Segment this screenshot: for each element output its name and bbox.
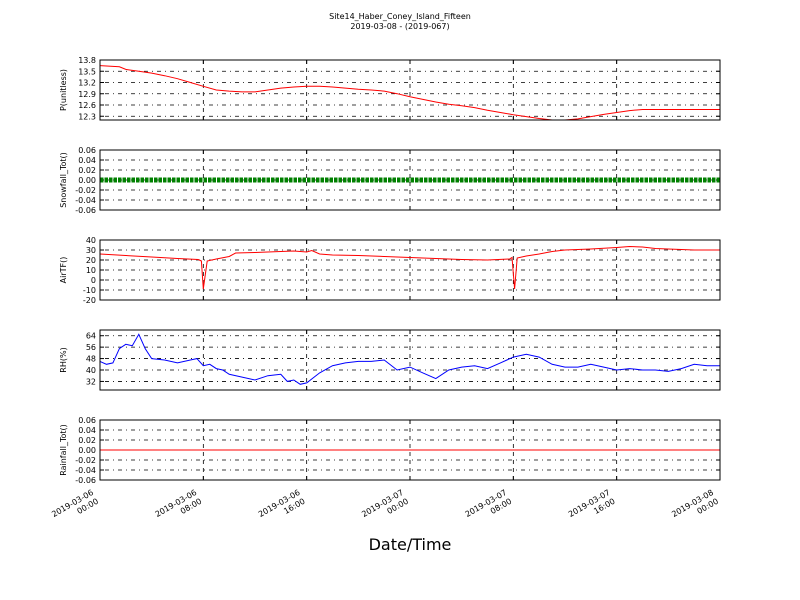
y-tick-label: 30: [86, 246, 96, 255]
y-tick-label: -0.06: [75, 476, 96, 485]
series-group: [100, 65, 720, 120]
y-tick-label: -0.06: [75, 206, 96, 215]
y-tick-label: 13.8: [78, 56, 96, 65]
y-tick-label: 40: [86, 236, 96, 245]
y-tick-label: 10: [86, 266, 96, 275]
y-tick-label: 20: [86, 256, 96, 265]
y-axis-label: Rainfall_Tot(): [59, 424, 68, 476]
y-axis-label: Snowfall_Tot(): [59, 152, 68, 208]
y-tick-label: 12.6: [78, 101, 96, 110]
x-axis-label: Date/Time: [369, 535, 452, 554]
chart-subtitle: 2019-03-08 - (2019-067): [350, 22, 449, 31]
panel-frame: [99, 239, 721, 301]
x-tick-label: 2019-03-0608:00: [154, 488, 204, 528]
x-tick-labels: 2019-03-0600:00 2019-03-0608:00 2019-03-06…: [50, 488, 720, 528]
y-tick-label: -0.02: [75, 186, 96, 195]
series-line: [100, 333, 720, 385]
y-tick-label: -0.04: [75, 466, 96, 475]
y-tick-label: 0.00: [78, 446, 96, 455]
y-axis-label: AirTF(): [59, 257, 68, 284]
y-tick-label: 0.06: [78, 416, 96, 425]
y-tick-label: 13.5: [78, 67, 96, 76]
y-tick-label: 48: [86, 355, 96, 364]
panel-1: 0.060.040.020.00-0.02-0.04-0.06 Snowfall_…: [59, 146, 721, 215]
panel-3: 64 56 48 40 32 RH(%): [59, 329, 721, 391]
y-tick-label: -10: [83, 286, 96, 295]
chart-title: Site14_Haber_Coney_Island_Fifteen: [329, 12, 471, 21]
y-axis-label: P(unitless): [59, 69, 68, 111]
y-tick-label: 0.02: [78, 436, 96, 445]
y-tick-label: 0: [91, 276, 96, 285]
x-tick-label: 2019-03-0708:00: [464, 488, 514, 528]
x-tick-label: 2019-03-0600:00: [50, 488, 100, 528]
y-tick-label: 40: [86, 366, 96, 375]
y-tick-label: -20: [83, 296, 96, 305]
chart-panels: 13.813.513.212.912.612.3P(unitless)0.060…: [59, 56, 721, 485]
y-tick-label: 0.00: [78, 176, 96, 185]
y-tick-label: 0.06: [78, 146, 96, 155]
y-tick-label: 12.9: [78, 90, 96, 99]
x-tick-label: 2019-03-0800:00: [670, 488, 720, 528]
y-tick-label: -0.04: [75, 196, 96, 205]
y-tick-label: -0.02: [75, 456, 96, 465]
y-axis-label: RH(%): [59, 347, 68, 372]
series-group: [100, 333, 720, 385]
y-tick-label: 0.04: [78, 426, 96, 435]
x-tick-label: 2019-03-0716:00: [567, 488, 617, 528]
y-tick-label: 12.3: [78, 112, 96, 121]
x-tick-label: 2019-03-0616:00: [257, 488, 307, 528]
y-tick-label: 56: [86, 343, 96, 352]
y-tick-label: 32: [86, 377, 96, 386]
y-tick-label: 64: [86, 332, 96, 341]
series-group: [100, 245, 720, 290]
x-tick-label: 2019-03-0700:00: [360, 488, 410, 528]
y-tick-label: 0.04: [78, 156, 96, 165]
y-tick-label: 13.2: [78, 79, 96, 88]
panel-frame: [99, 329, 721, 391]
panel-0: 13.8 13.5 13.2 12.9 12.6 12.3 P(unitless): [59, 56, 721, 121]
series-line: [100, 245, 720, 290]
series-line: [100, 65, 720, 120]
panel-frame: [99, 149, 721, 211]
panel-frame: [99, 59, 721, 121]
panel-frame: [99, 419, 721, 481]
panel-4: 0.060.040.020.00-0.02-0.04-0.06 Rainfall_…: [59, 416, 721, 485]
y-tick-label: 0.02: [78, 166, 96, 175]
